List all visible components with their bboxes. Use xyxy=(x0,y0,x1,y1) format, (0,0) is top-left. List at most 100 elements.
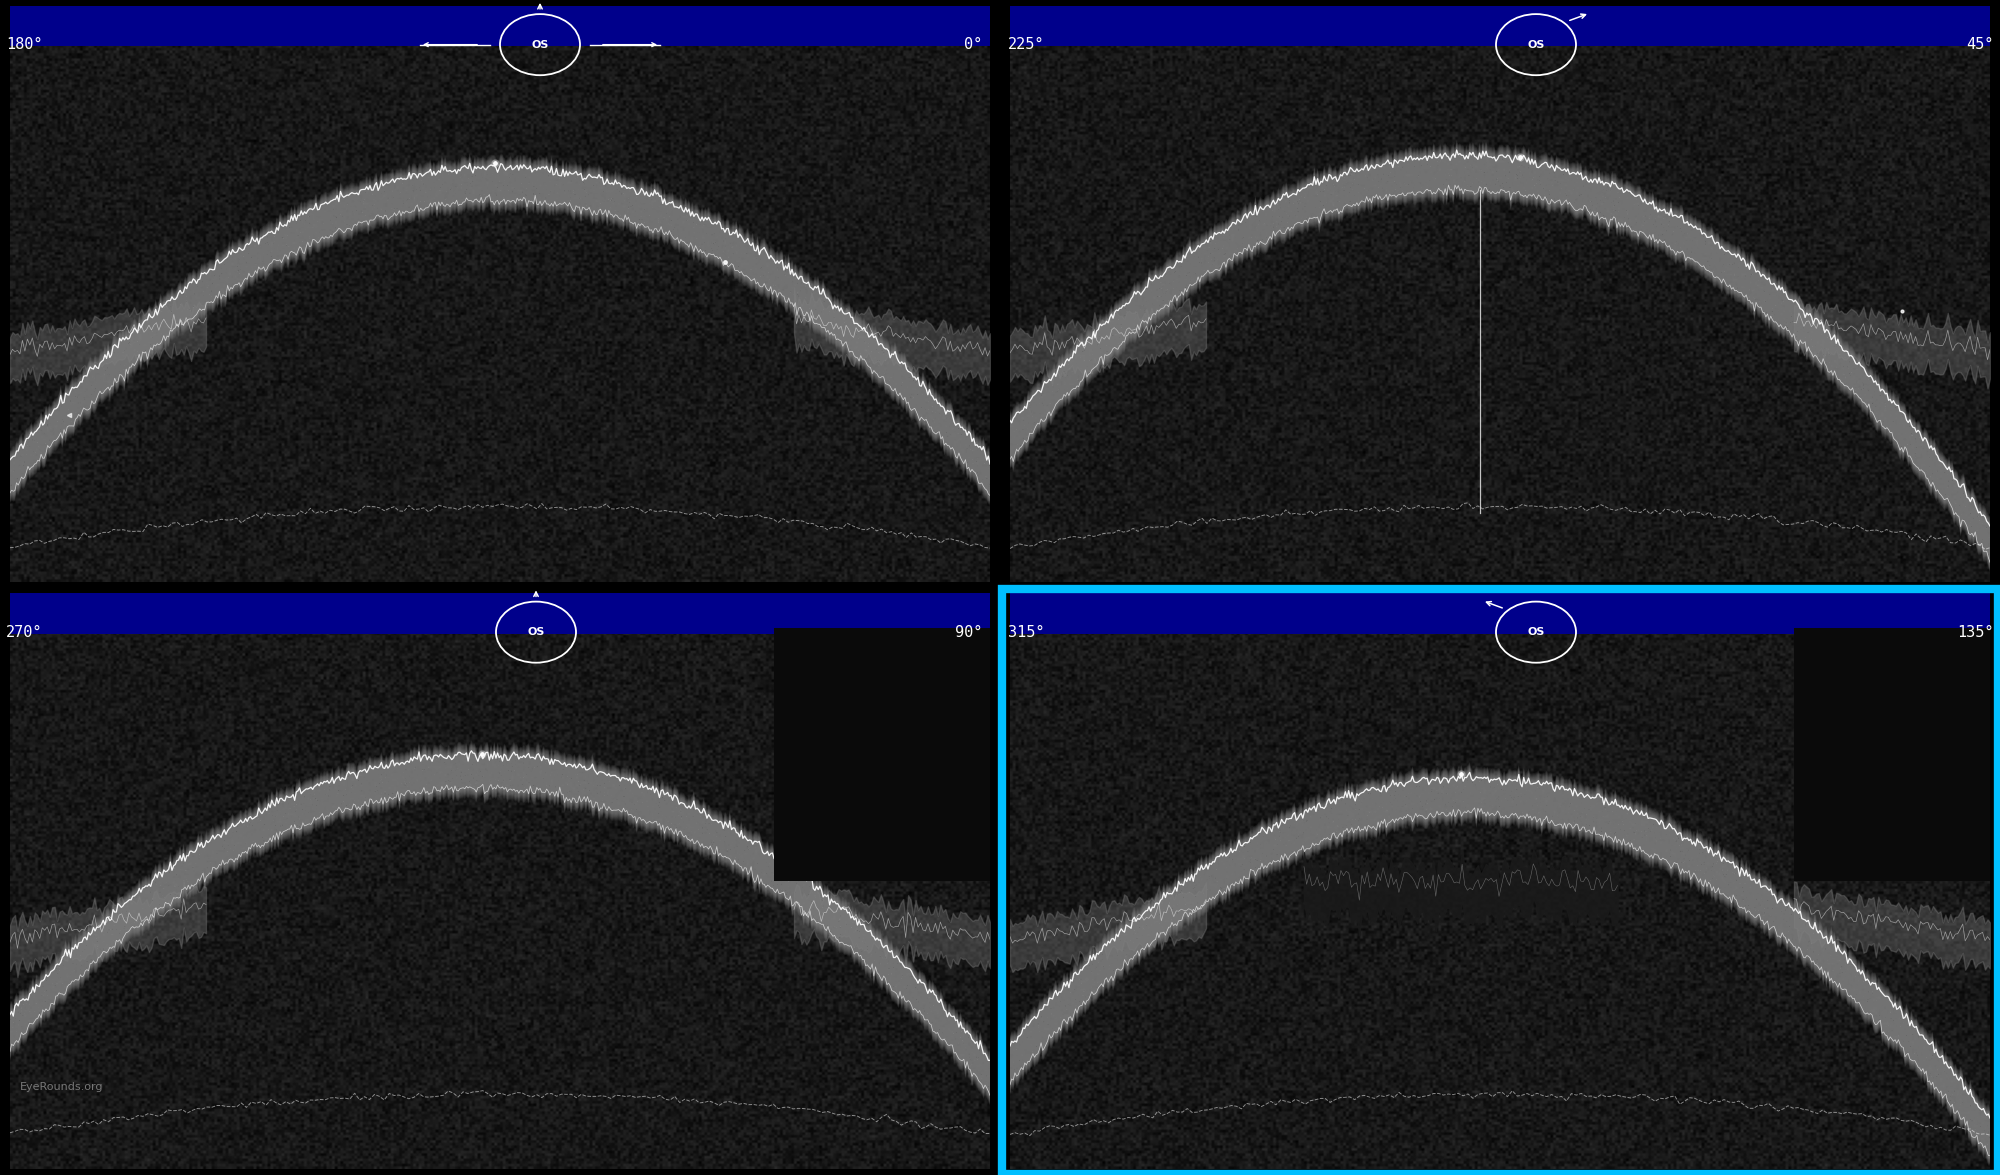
Point xyxy=(566,763,598,781)
Point xyxy=(1898,438,1930,457)
Point xyxy=(1374,786,1406,805)
Point xyxy=(114,906,146,925)
Point xyxy=(1476,795,1508,814)
Point xyxy=(1426,784,1458,803)
Point xyxy=(1852,382,1884,401)
Point xyxy=(506,183,538,202)
Point xyxy=(394,197,426,216)
Point xyxy=(812,916,844,935)
Point xyxy=(114,335,146,354)
Point xyxy=(1856,395,1888,414)
Point xyxy=(44,392,76,411)
Point xyxy=(1886,408,1918,427)
Point xyxy=(1640,818,1672,837)
Point xyxy=(456,756,488,774)
Point xyxy=(1412,794,1444,813)
Point xyxy=(784,282,816,301)
Point xyxy=(1834,981,1866,1000)
Point xyxy=(1538,795,1570,814)
Point xyxy=(408,751,440,770)
Point xyxy=(902,980,934,999)
Point xyxy=(1168,872,1200,891)
Point xyxy=(108,342,140,361)
Point xyxy=(44,959,76,978)
Point xyxy=(182,294,214,313)
Point xyxy=(104,362,136,381)
Point xyxy=(1562,804,1594,822)
Point xyxy=(1962,506,1994,525)
Point xyxy=(1662,217,1694,236)
Point xyxy=(60,387,92,405)
Point xyxy=(772,884,804,902)
Point xyxy=(348,763,380,781)
Point xyxy=(670,800,702,819)
Point xyxy=(908,409,940,428)
Point xyxy=(1612,825,1644,844)
Point xyxy=(1618,195,1650,214)
Point xyxy=(546,765,578,784)
Point xyxy=(1420,772,1452,791)
Point xyxy=(1810,961,1842,980)
Point xyxy=(830,331,862,350)
Point xyxy=(1690,235,1722,254)
Point xyxy=(560,760,592,779)
Point xyxy=(432,765,464,784)
Point xyxy=(1376,795,1408,814)
Point xyxy=(1480,162,1512,181)
Point xyxy=(228,813,260,832)
Point xyxy=(866,341,898,360)
Point xyxy=(428,753,460,772)
Point xyxy=(1142,906,1174,925)
Point xyxy=(860,340,892,358)
Point xyxy=(828,935,860,954)
Point xyxy=(1104,334,1136,352)
Point xyxy=(32,416,64,435)
Point xyxy=(154,862,186,881)
Point xyxy=(612,189,644,208)
Point xyxy=(1262,215,1294,234)
Point xyxy=(1042,381,1074,400)
Point xyxy=(1216,851,1248,870)
Point xyxy=(412,188,444,207)
Point xyxy=(1602,193,1634,212)
Point xyxy=(32,416,64,435)
Point xyxy=(88,347,120,365)
Point xyxy=(1124,913,1156,932)
Point xyxy=(1944,488,1976,506)
Point xyxy=(390,768,422,787)
Point xyxy=(54,392,86,411)
Point xyxy=(896,967,928,986)
Point xyxy=(244,812,276,831)
Point xyxy=(1796,934,1828,953)
Point xyxy=(1606,810,1638,828)
Point xyxy=(1696,229,1728,248)
Point xyxy=(476,777,508,795)
Point xyxy=(1178,879,1210,898)
Point xyxy=(330,795,362,814)
Point xyxy=(160,885,192,904)
Point xyxy=(622,206,654,224)
Point xyxy=(1902,1054,1934,1073)
Point xyxy=(642,213,674,231)
Point xyxy=(554,188,586,207)
Point xyxy=(476,173,508,192)
Point xyxy=(816,317,848,336)
Point xyxy=(822,323,854,342)
Point xyxy=(644,819,676,838)
Point xyxy=(444,168,476,187)
Point xyxy=(1110,302,1142,321)
Point xyxy=(692,210,724,229)
Point xyxy=(284,817,316,835)
Point xyxy=(470,177,502,196)
Point xyxy=(550,165,582,183)
Point xyxy=(144,334,176,352)
Point xyxy=(858,329,890,348)
Point xyxy=(1354,785,1386,804)
Point xyxy=(208,839,240,858)
Point xyxy=(56,954,88,973)
Point xyxy=(1208,236,1240,255)
Point xyxy=(1166,281,1198,300)
Point xyxy=(1858,402,1890,421)
Point xyxy=(1748,282,1780,301)
Point xyxy=(714,234,746,253)
